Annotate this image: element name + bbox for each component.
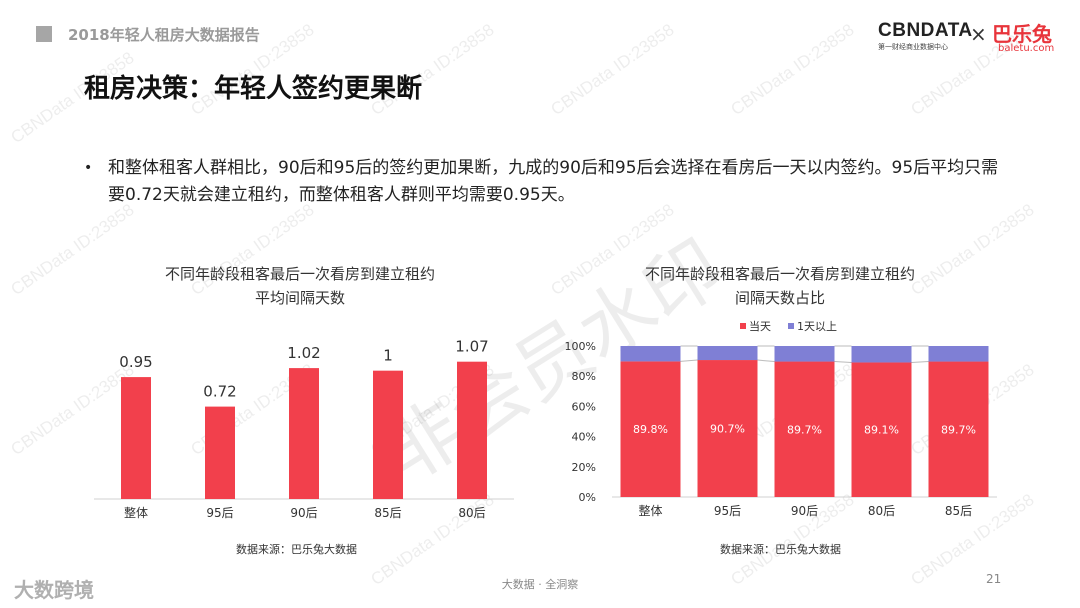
bar-segment-same-day bbox=[851, 362, 912, 497]
bar-value-label: 0.72 bbox=[203, 383, 236, 401]
y-tick-label: 100% bbox=[565, 340, 596, 353]
chart1-title-line1: 不同年龄段租客最后一次看房到建立租约 bbox=[164, 265, 435, 283]
bar bbox=[457, 361, 487, 499]
chart1-title-line2: 平均间隔天数 bbox=[254, 289, 345, 307]
segment-value-label: 90.7% bbox=[710, 423, 745, 436]
x-tick-label: 90后 bbox=[290, 506, 317, 520]
y-tick-label: 20% bbox=[572, 461, 596, 474]
y-tick-label: 60% bbox=[572, 400, 596, 413]
bar-segment-over-one-day bbox=[928, 346, 989, 362]
segment-value-label: 89.8% bbox=[633, 423, 668, 436]
bar-value-label: 1.02 bbox=[287, 344, 320, 362]
bar-segment-over-one-day bbox=[851, 346, 912, 363]
bullet-icon: • bbox=[84, 160, 93, 176]
bar-segment-same-day bbox=[774, 361, 835, 497]
segment-value-label: 89.7% bbox=[941, 423, 976, 436]
baletu-logo: 巴乐兔 bbox=[992, 22, 1052, 46]
cbndata-logo: CBNDATA bbox=[878, 20, 973, 41]
bar-segment-same-day bbox=[620, 361, 681, 497]
x-tick-label: 85后 bbox=[945, 504, 972, 518]
chart2-title: 不同年龄段租客最后一次看房到建立租约 间隔天数占比 bbox=[570, 262, 990, 310]
bar bbox=[289, 368, 319, 499]
legend-label: 1天以上 bbox=[797, 320, 837, 333]
chart2-source: 数据来源：巴乐兔大数据 bbox=[720, 543, 841, 556]
interval-share-stacked-chart: 当天 1天以上 0% 20% 40% 60% 80% 100% 89.8% 整体 90.7% 95后 8… bbox=[565, 319, 997, 518]
x-tick-label: 95后 bbox=[206, 506, 233, 520]
segment-value-label: 89.7% bbox=[787, 423, 822, 436]
bar-segment-over-one-day bbox=[620, 346, 681, 362]
bar bbox=[205, 406, 235, 499]
chart2-title-line2: 间隔天数占比 bbox=[734, 289, 825, 307]
chart2-title-line1: 不同年龄段租客最后一次看房到建立租约 bbox=[644, 265, 915, 283]
x-tick-label: 90后 bbox=[791, 504, 818, 518]
x-tick-label: 95后 bbox=[714, 504, 741, 518]
bar-segment-over-one-day bbox=[697, 346, 758, 361]
logo-separator: × bbox=[970, 22, 987, 46]
page-number: 21 bbox=[986, 572, 1002, 586]
x-tick-label: 整体 bbox=[124, 505, 148, 520]
chart1-source: 数据来源：巴乐兔大数据 bbox=[236, 543, 357, 556]
series-connector-line bbox=[911, 361, 929, 363]
baletu-logo-url: baletu.com bbox=[998, 43, 1055, 54]
series-connector-line bbox=[757, 359, 775, 363]
legend-swatch bbox=[740, 323, 746, 329]
x-tick-label: 85后 bbox=[374, 506, 401, 520]
segment-value-label: 89.1% bbox=[864, 424, 899, 437]
watermark: CBNData ID:23858 bbox=[727, 20, 858, 120]
cbndata-logo-subtitle: 第一财经商业数据中心 bbox=[878, 43, 948, 51]
x-tick-label: 80后 bbox=[458, 506, 485, 520]
report-title: 2018年轻人租房大数据报告 bbox=[68, 26, 260, 44]
header-marker bbox=[36, 26, 52, 42]
bar-segment-over-one-day bbox=[774, 346, 835, 362]
average-days-bar-chart: 0.95 整体 0.72 95后 1.02 90后 1 85后 1.07 80后 bbox=[94, 338, 514, 520]
series-connector-line bbox=[834, 361, 852, 363]
y-tick-label: 40% bbox=[572, 431, 596, 444]
bar-segment-same-day bbox=[697, 360, 758, 497]
footer-slogan: 大数据 · 全洞察 bbox=[501, 578, 579, 591]
bar bbox=[121, 377, 151, 499]
bar-value-label: 1.07 bbox=[455, 338, 488, 356]
bullet-text: 和整体租客人群相比，90后和95后的签约更加果断，九成的90后和95后会选择在看… bbox=[108, 158, 999, 205]
bar-segment-same-day bbox=[928, 361, 989, 497]
chart1-title: 不同年龄段租客最后一次看房到建立租约 平均间隔天数 bbox=[90, 262, 510, 310]
page-title: 租房决策：年轻人签约更果断 bbox=[84, 74, 423, 104]
bar bbox=[373, 370, 403, 499]
watermark: CBNData ID:23858 bbox=[547, 20, 678, 120]
brand-watermark: 大数跨境 bbox=[14, 578, 94, 602]
y-tick-label: 0% bbox=[579, 491, 596, 504]
x-tick-label: 80后 bbox=[868, 504, 895, 518]
series-connector-line bbox=[680, 359, 698, 362]
x-tick-label: 整体 bbox=[638, 503, 662, 518]
bar-value-label: 1 bbox=[383, 347, 393, 365]
bar-value-label: 0.95 bbox=[119, 353, 152, 371]
legend-swatch bbox=[788, 323, 794, 329]
legend-label: 当天 bbox=[749, 319, 771, 333]
y-tick-label: 80% bbox=[572, 370, 596, 383]
